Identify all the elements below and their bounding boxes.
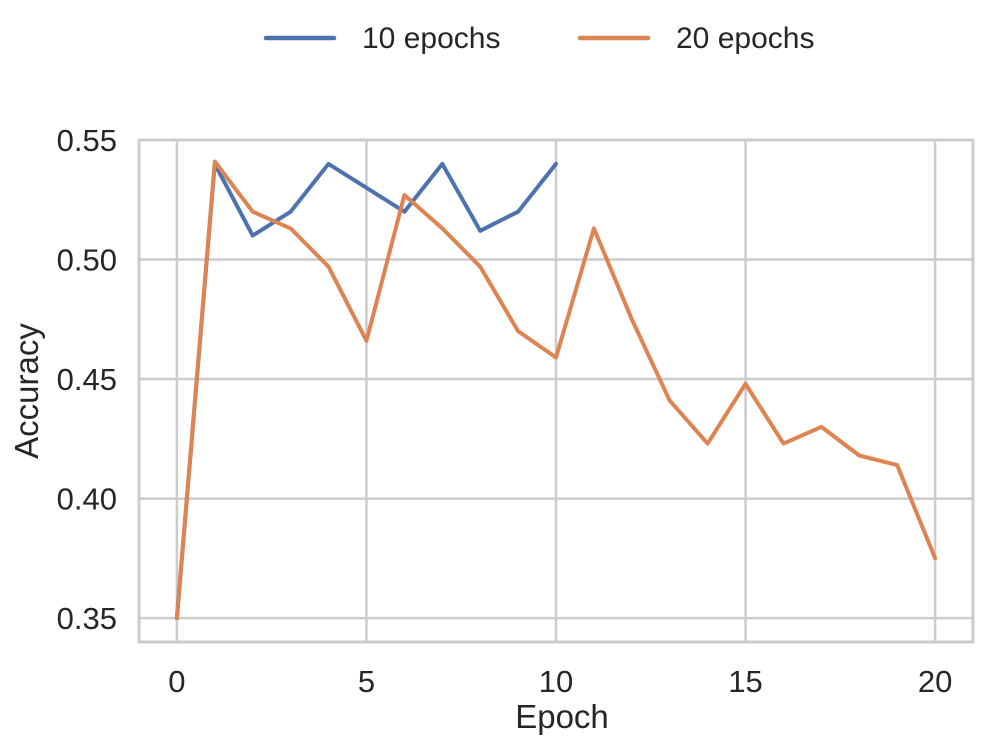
plot-frame	[137, 138, 975, 644]
y-tick-label: 0.50	[57, 243, 117, 278]
x-tick-labels: 0 5 10 15 20	[168, 664, 952, 699]
x-tick-label: 15	[728, 664, 762, 699]
legend-label: 20 epochs	[676, 22, 814, 55]
series-line-10-epochs	[174, 161, 558, 621]
series-line-20-epochs	[174, 159, 938, 621]
x-tick-label: 20	[918, 664, 952, 699]
y-tick-label: 0.45	[57, 362, 117, 397]
legend-item: 20 epochs	[577, 22, 814, 55]
legend: 10 epochs 20 epochs	[263, 22, 814, 55]
x-tick-label: 0	[168, 664, 185, 699]
legend-label: 10 epochs	[362, 22, 500, 55]
y-tick-label: 0.55	[57, 123, 117, 158]
y-tick-label: 0.40	[57, 482, 117, 517]
y-tick-labels: 0.35 0.40 0.45 0.50 0.55	[57, 123, 117, 636]
y-axis-label: Accuracy	[8, 323, 45, 459]
x-tick-label: 10	[539, 664, 573, 699]
x-tick-label: 5	[358, 664, 375, 699]
legend-item: 10 epochs	[263, 22, 500, 55]
x-axis-label: Epoch	[515, 698, 609, 735]
series-lines	[174, 159, 938, 621]
y-tick-label: 0.35	[57, 601, 117, 636]
